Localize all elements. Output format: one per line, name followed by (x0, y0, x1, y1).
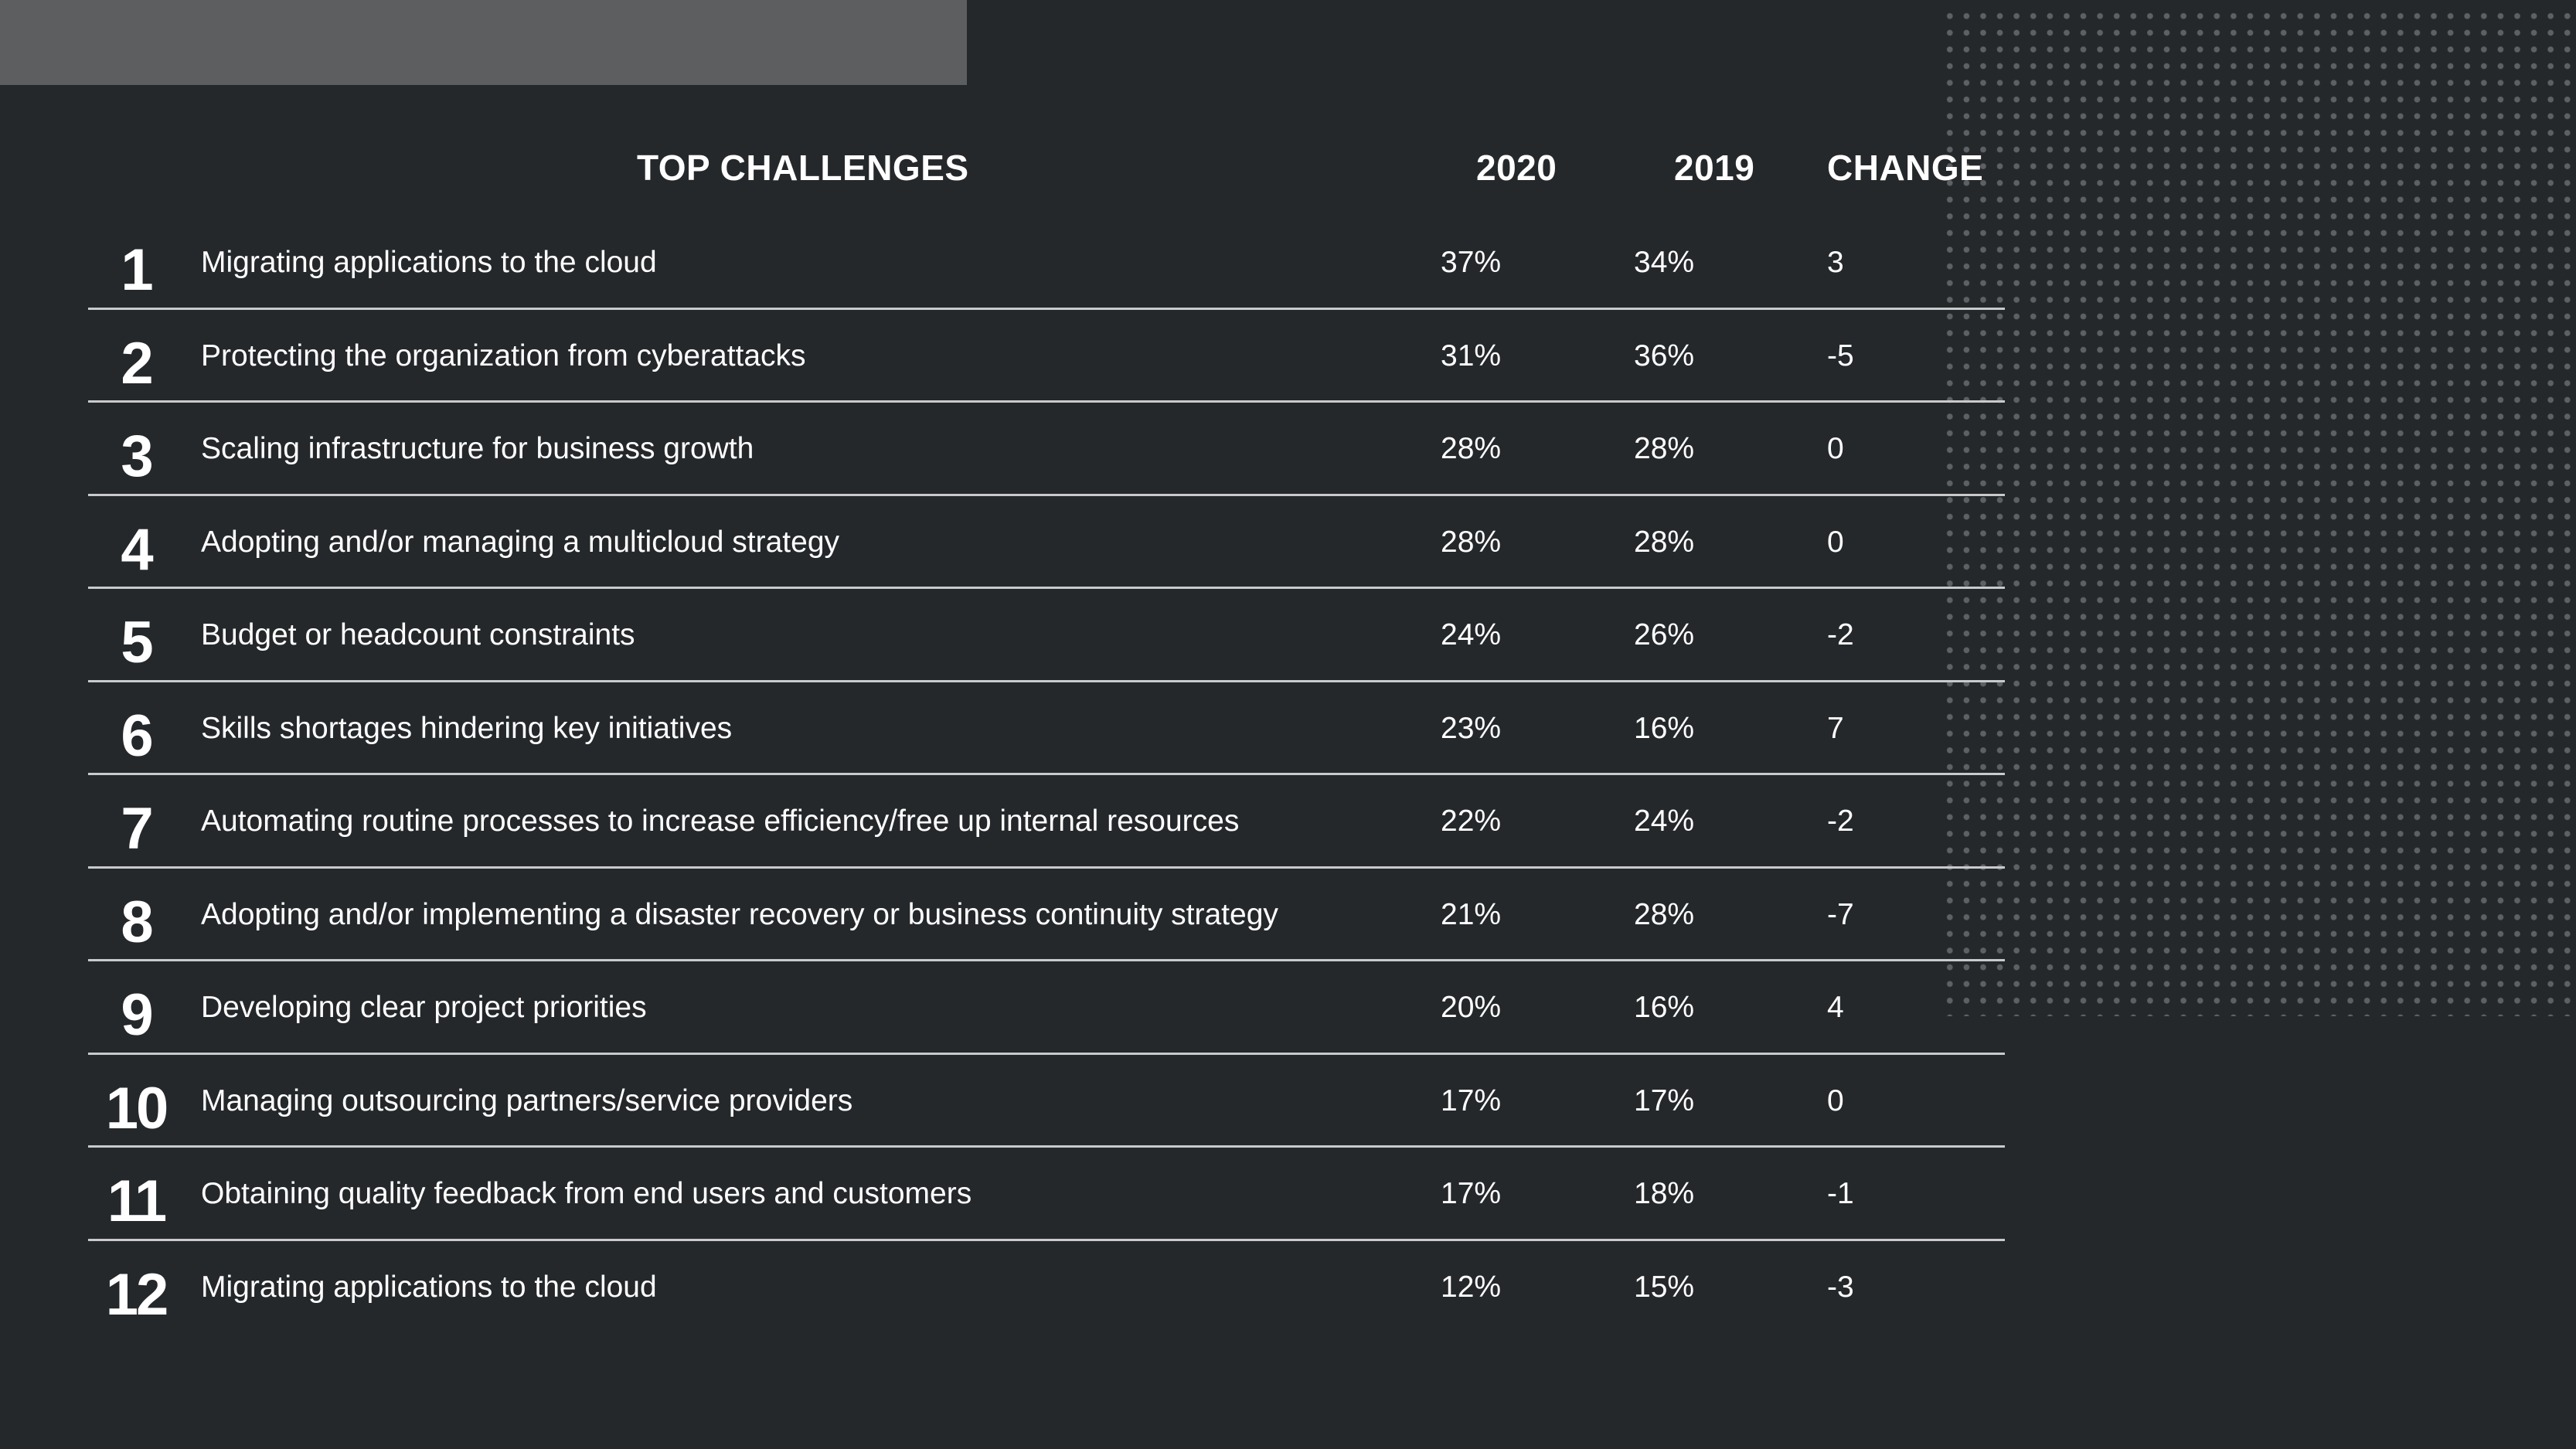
table-row: 9 Developing clear project priorities 20… (88, 961, 2005, 1055)
rank-number: 3 (121, 423, 153, 489)
table-row: 7 Automating routine processes to increa… (88, 775, 2005, 869)
value-2020: 37% (1441, 246, 1502, 279)
table-row: 5 Budget or headcount constraints 24% 26… (88, 589, 2005, 682)
challenge-label: Adopting and/or implementing a disaster … (201, 897, 1278, 931)
challenge-label: Migrating applications to the cloud (201, 246, 657, 279)
value-2019: 28% (1634, 525, 1695, 559)
value-2020: 17% (1441, 1083, 1502, 1117)
header-2020: 2020 (1476, 148, 1557, 188)
challenge-label: Migrating applications to the cloud (201, 1270, 657, 1304)
value-2020: 31% (1441, 338, 1502, 372)
value-2019: 16% (1634, 991, 1695, 1024)
rank-number: 11 (107, 1168, 167, 1234)
value-change: -2 (1827, 804, 1854, 838)
challenge-label: Scaling infrastructure for business grow… (201, 432, 754, 465)
rank-number: 7 (121, 796, 153, 862)
value-2019: 28% (1634, 897, 1695, 931)
challenge-label: Obtaining quality feedback from end user… (201, 1177, 972, 1210)
value-change: -2 (1827, 618, 1854, 651)
value-2019: 28% (1634, 432, 1695, 465)
table-row: 2 Protecting the organization from cyber… (88, 310, 2005, 403)
value-2020: 24% (1441, 618, 1502, 651)
value-change: -5 (1827, 338, 1854, 372)
rank-number: 9 (121, 982, 153, 1048)
header-top-challenges: TOP CHALLENGES (637, 148, 969, 188)
rank-number: 12 (105, 1261, 169, 1328)
challenges-table: TOP CHALLENGES 2020 2019 CHANGE 1 Migrat… (88, 124, 2005, 1334)
rank-number: 6 (121, 702, 153, 769)
challenge-label: Managing outsourcing partners/service pr… (201, 1083, 853, 1117)
challenge-label: Skills shortages hindering key initiativ… (201, 711, 733, 745)
value-change: 0 (1827, 432, 1844, 465)
value-2020: 20% (1441, 991, 1502, 1024)
value-change: 3 (1827, 246, 1844, 279)
challenge-label: Budget or headcount constraints (201, 618, 635, 651)
challenge-label: Developing clear project priorities (201, 991, 647, 1024)
value-2019: 36% (1634, 338, 1695, 372)
top-banner-bar (0, 0, 967, 85)
value-change: 0 (1827, 1083, 1844, 1117)
value-change: -1 (1827, 1177, 1854, 1210)
value-2019: 26% (1634, 618, 1695, 651)
value-2020: 22% (1441, 804, 1502, 838)
dot-pattern-decoration (1941, 8, 2576, 1016)
rank-number: 10 (105, 1075, 169, 1141)
table-row: 12 Migrating applications to the cloud 1… (88, 1241, 2005, 1335)
value-change: -3 (1827, 1270, 1854, 1304)
value-2020: 17% (1441, 1177, 1502, 1210)
value-2020: 28% (1441, 432, 1502, 465)
value-2019: 16% (1634, 711, 1695, 745)
value-change: -7 (1827, 897, 1854, 931)
rank-number: 8 (121, 889, 153, 955)
challenge-label: Automating routine processes to increase… (201, 804, 1240, 838)
value-2019: 17% (1634, 1083, 1695, 1117)
value-2019: 34% (1634, 246, 1695, 279)
table-row: 8 Adopting and/or implementing a disaste… (88, 869, 2005, 961)
rank-number: 5 (121, 610, 153, 675)
value-2020: 23% (1441, 711, 1502, 745)
table-row: 1 Migrating applications to the cloud 37… (88, 216, 2005, 310)
value-2019: 18% (1634, 1177, 1695, 1210)
value-change: 4 (1827, 991, 1844, 1024)
challenge-label: Protecting the organization from cyberat… (201, 338, 806, 372)
rank-number: 4 (121, 516, 153, 583)
table-header: TOP CHALLENGES 2020 2019 CHANGE (88, 124, 2005, 216)
value-change: 0 (1827, 525, 1844, 559)
rank-number: 2 (121, 330, 153, 396)
table-row: 10 Managing outsourcing partners/service… (88, 1055, 2005, 1148)
value-2020: 21% (1441, 897, 1502, 931)
header-change: CHANGE (1827, 148, 1984, 188)
rank-number: 1 (121, 237, 153, 303)
table-row: 4 Adopting and/or managing a multicloud … (88, 496, 2005, 589)
value-2019: 24% (1634, 804, 1695, 838)
table-row: 11 Obtaining quality feedback from end u… (88, 1148, 2005, 1241)
value-2019: 15% (1634, 1270, 1695, 1304)
table-row: 6 Skills shortages hindering key initiat… (88, 682, 2005, 775)
value-2020: 12% (1441, 1270, 1502, 1304)
value-2020: 28% (1441, 525, 1502, 559)
header-2019: 2019 (1674, 148, 1755, 188)
table-row: 3 Scaling infrastructure for business gr… (88, 403, 2005, 496)
value-change: 7 (1827, 711, 1844, 745)
challenge-label: Adopting and/or managing a multicloud st… (201, 525, 840, 559)
